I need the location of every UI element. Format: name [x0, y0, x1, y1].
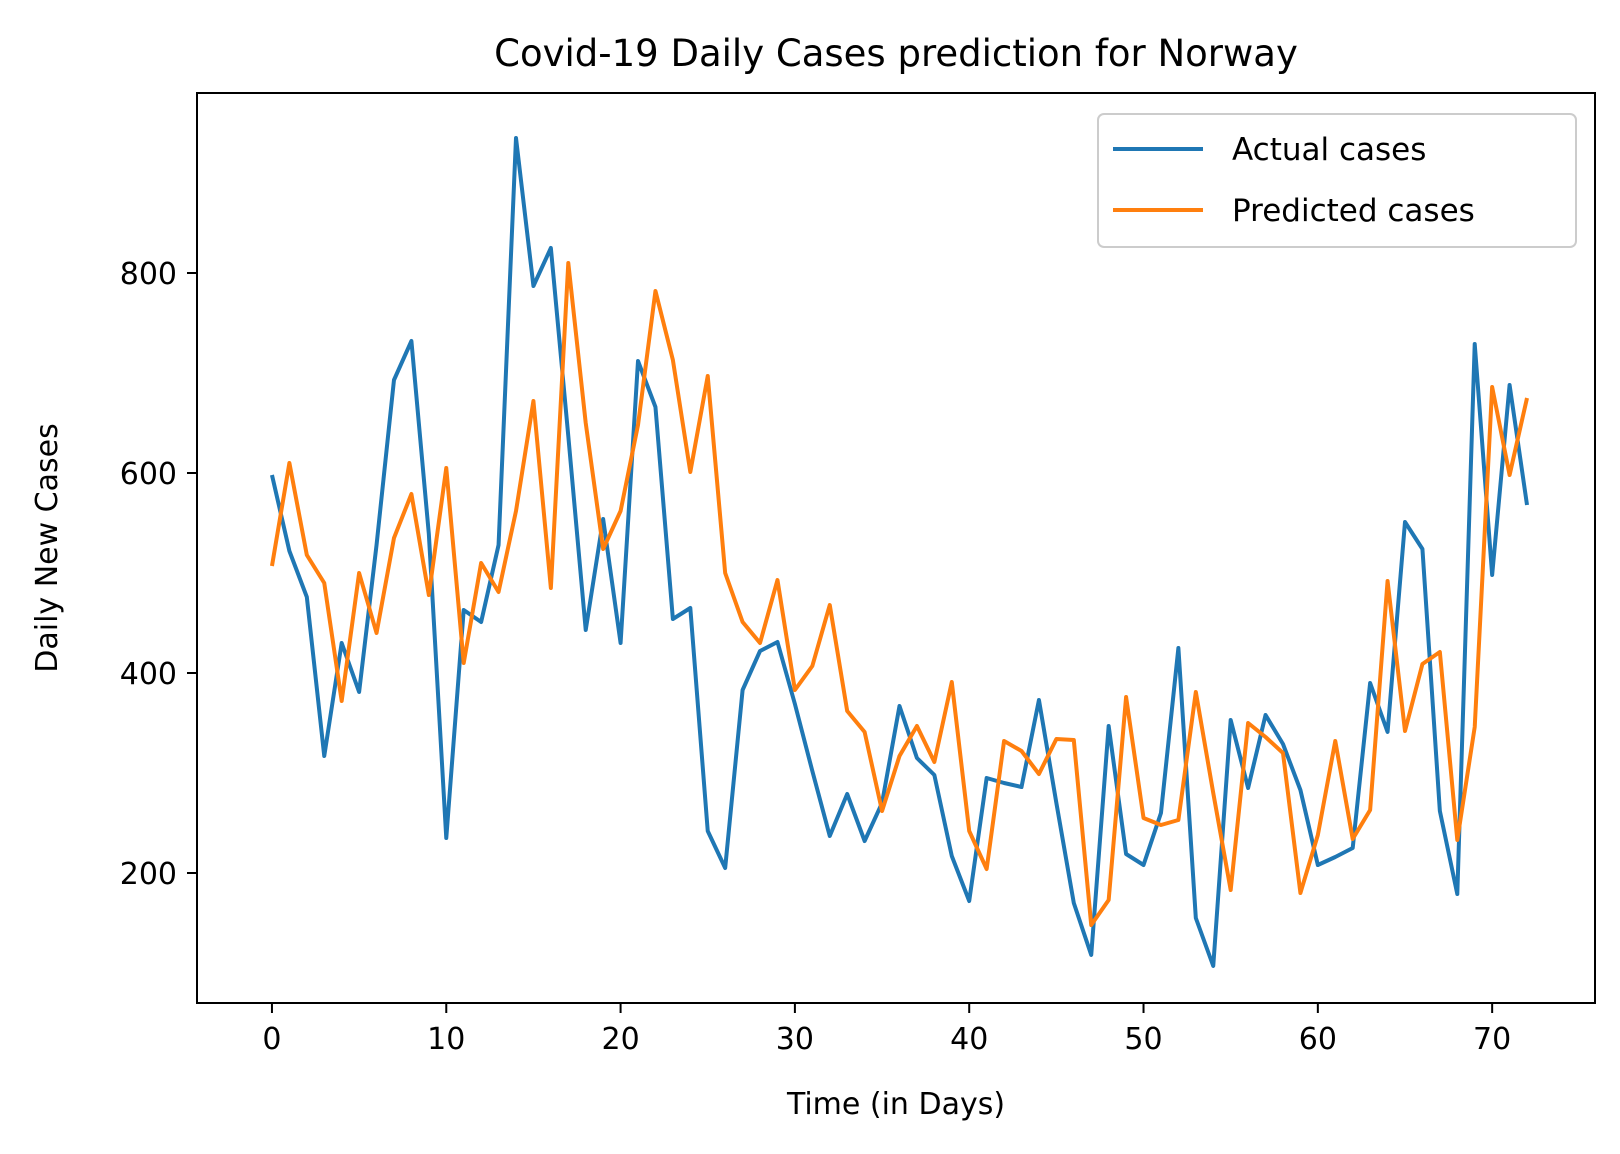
x-tick-label: 60 [1299, 1022, 1337, 1057]
x-tick-label: 30 [776, 1022, 814, 1057]
y-axis-label: Daily New Cases [30, 423, 65, 672]
series-line-actual [270, 136, 1529, 968]
x-tick-label: 10 [427, 1022, 465, 1057]
x-tick-label: 70 [1473, 1022, 1511, 1057]
x-axis-label: Time (in Days) [786, 1087, 1005, 1122]
legend-label-actual: Actual cases [1232, 132, 1426, 168]
y-tick-label: 400 [120, 657, 177, 692]
legend-label-predicted: Predicted cases [1232, 193, 1475, 229]
y-tick-label: 600 [120, 457, 177, 492]
y-tick-label: 200 [120, 857, 177, 892]
x-tick-label: 50 [1124, 1022, 1162, 1057]
x-tick-label: 20 [601, 1022, 639, 1057]
x-axis: 0 10 20 30 40 50 60 70 [262, 1003, 1511, 1057]
series-line-predicted [269, 261, 1529, 927]
legend: Actual cases Predicted cases [1097, 113, 1577, 248]
y-tick-label: 800 [120, 257, 177, 292]
legend-box [1097, 113, 1577, 248]
chart-title: Covid-19 Daily Cases prediction for Norw… [494, 32, 1298, 75]
x-tick-label: 0 [262, 1022, 281, 1057]
plot-frame [196, 92, 1596, 1004]
x-tick-label: 40 [950, 1022, 988, 1057]
y-axis: 200 400 600 800 [120, 257, 197, 892]
plot-area [269, 136, 1529, 968]
